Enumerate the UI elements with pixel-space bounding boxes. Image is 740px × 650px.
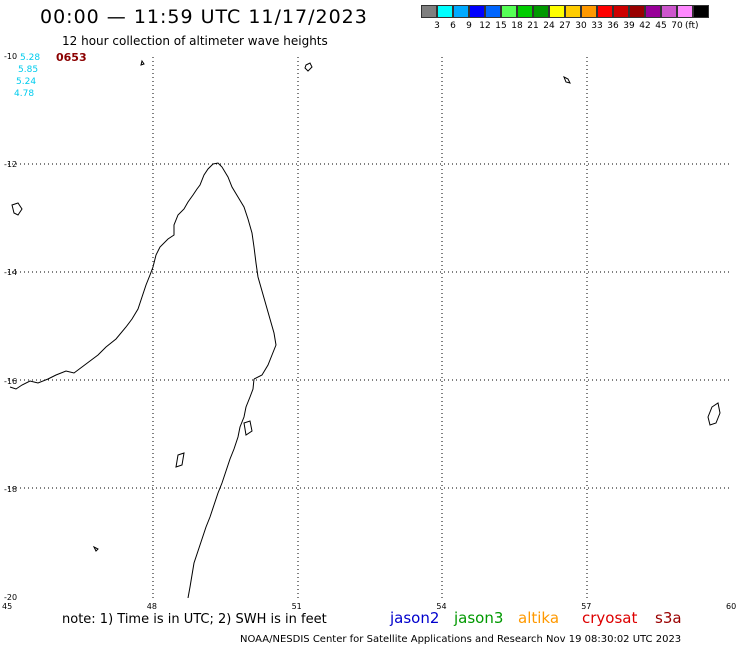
observation-value-4: 4.78 [14, 89, 35, 99]
legend-swatch [469, 5, 485, 18]
legend-swatch [421, 5, 437, 18]
longitude-label: 45 [2, 602, 13, 611]
latitude-label: -12 [4, 160, 18, 170]
legend-tick-label: 42 [639, 21, 651, 31]
map-panel [8, 57, 732, 598]
longitude-label: 48 [146, 602, 157, 611]
latitude-label: -18 [4, 484, 18, 494]
legend-tick-label: 24 [543, 21, 555, 31]
legend-swatch [645, 5, 661, 18]
legend-unit: (ft) [685, 21, 699, 31]
legend-tick-label: 39 [623, 21, 635, 31]
small-island-west [11, 202, 23, 216]
west-coast-island [175, 452, 185, 468]
latitude-label: -10 [4, 52, 18, 61]
legend-tick-label: 9 [466, 21, 472, 31]
mayotte-island [304, 62, 313, 72]
legend-swatch [581, 5, 597, 18]
longitude-label: 51 [291, 602, 302, 611]
legend-tick-label: 15 [495, 21, 507, 31]
lat-lon-grid [8, 57, 732, 598]
legend-swatch [517, 5, 533, 18]
longitude-label: 54 [436, 602, 447, 611]
madagascar-coastline [9, 162, 277, 598]
seychelles-island [563, 75, 571, 84]
legend-swatch [677, 5, 693, 18]
wave-height-color-legend [421, 5, 709, 18]
latitude-label: -20 [4, 593, 18, 602]
legend-tick-label: 3 [434, 21, 440, 31]
comoros-island [140, 59, 145, 66]
legend-tick-label: 21 [527, 21, 539, 31]
longitude-label: 57 [581, 602, 592, 611]
legend-swatch [629, 5, 645, 18]
legend-swatch [437, 5, 453, 18]
legend-tick-label: 6 [450, 21, 456, 31]
legend-tick-label: 36 [607, 21, 619, 31]
reunion-island [707, 402, 721, 426]
map-subtitle: 12 hour collection of altimeter wave hei… [62, 34, 328, 48]
legend-swatch [613, 5, 629, 18]
legend-swatches [421, 5, 709, 18]
legend-swatch [453, 5, 469, 18]
latitude-label: -16 [4, 376, 18, 386]
latitude-label: -14 [4, 268, 18, 278]
small-dot-island [92, 545, 99, 552]
satellite-label-jason2: jason2 [390, 609, 440, 627]
coastline [9, 59, 721, 598]
legend-swatch [597, 5, 613, 18]
legend-tick-label: 27 [559, 21, 571, 31]
observation-value-2: 5.85 [18, 65, 39, 75]
satellite-label-s3a: s3a [655, 609, 682, 627]
legend-tick-label: 33 [591, 21, 603, 31]
legend-tick-label: 12 [479, 21, 491, 31]
inland-lake [243, 420, 253, 436]
satellite-label-cryosat: cryosat [582, 609, 638, 627]
pass-time-label: 0653 [56, 51, 87, 64]
observation-value-1: 5.28 [20, 53, 41, 63]
legend-swatch [693, 5, 709, 18]
legend-tick-label: 70 [671, 21, 683, 31]
footer-note: note: 1) Time is in UTC; 2) SWH is in fe… [62, 612, 327, 627]
legend-swatch [661, 5, 677, 18]
satellite-label-altika: altika [518, 609, 560, 627]
credit-line: NOAA/NESDIS Center for Satellite Applica… [240, 634, 682, 645]
legend-swatch [549, 5, 565, 18]
legend-swatch [501, 5, 517, 18]
map-title: 00:00 — 11:59 UTC 11/17/2023 [40, 6, 368, 28]
observation-value-3: 5.24 [16, 77, 37, 87]
satellite-label-jason3: jason3 [454, 609, 504, 627]
legend-swatch [533, 5, 549, 18]
legend-tick-label: 18 [511, 21, 523, 31]
legend-tick-label: 30 [575, 21, 587, 31]
legend-tick-label: 45 [655, 21, 667, 31]
longitude-label: 60 [726, 602, 737, 611]
legend-swatch [565, 5, 581, 18]
legend-swatch [485, 5, 501, 18]
